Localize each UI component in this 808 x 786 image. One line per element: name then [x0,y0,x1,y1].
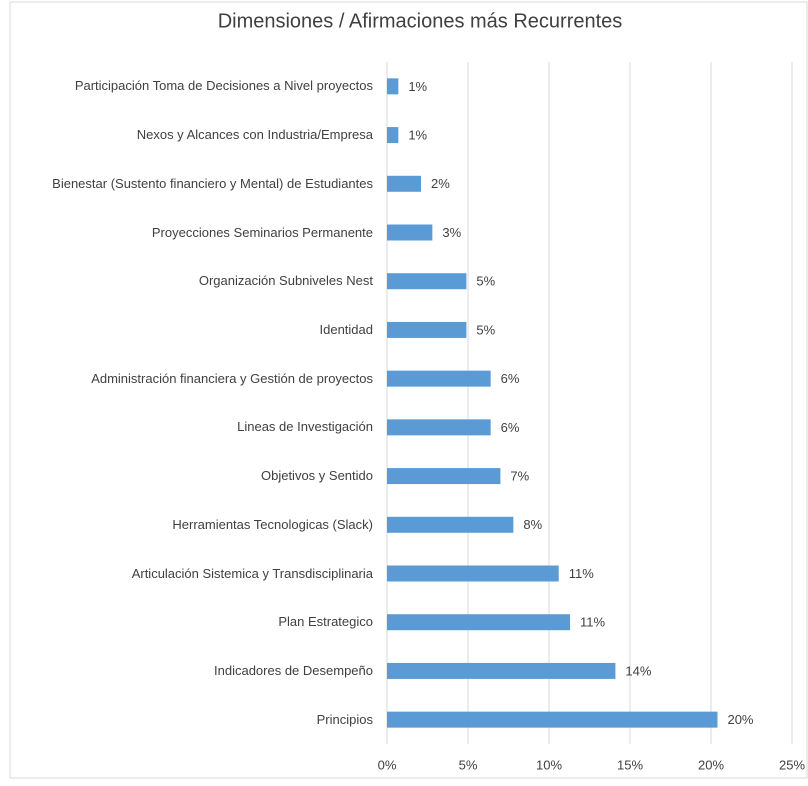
bar [387,370,491,387]
bar [387,175,422,192]
data-label: 6% [501,420,520,435]
y-tick-label: Plan Estrategico [278,614,373,630]
data-label: 5% [476,322,495,337]
data-label: 1% [408,79,427,94]
chart-border [9,1,808,779]
x-tick-label: 5% [459,757,478,772]
data-label: 3% [442,225,461,240]
data-label: 20% [727,712,753,727]
data-label: 5% [476,274,495,289]
bar [387,711,718,728]
x-tick-label: 0% [378,757,397,772]
bar [387,614,571,631]
y-tick-label: Organización Subniveles Nest [198,273,373,289]
data-label: 14% [625,663,651,678]
data-label: 11% [580,615,605,630]
x-tick-label: 25% [779,757,805,772]
bar [387,516,514,533]
y-tick-label: Administración financiera y Gestión de p… [91,370,373,386]
y-tick-label: Proyecciones Seminarios Permanente [151,224,373,240]
bar [387,321,467,338]
data-label: 11% [569,566,594,581]
chart-title: Dimensiones / Afirmaciones más Recurrent… [218,10,623,32]
y-tick-label: Articulación Sistemica y Transdisciplina… [131,565,373,581]
bar [387,273,467,290]
y-tick-label: Lineas de Investigación [237,419,373,435]
y-tick-label: Participación Toma de Decisiones a Nivel… [74,78,373,94]
bar [387,565,559,582]
data-label: 6% [501,371,520,386]
data-label: 1% [408,128,427,143]
data-label: 7% [510,469,529,484]
bar [387,662,616,679]
y-tick-label: Objetivos y Sentido [260,468,373,484]
bar [387,468,501,485]
y-tick-label: Herramientas Tecnologicas (Slack) [172,516,373,532]
y-tick-label: Bienestar (Sustento financiero y Mental)… [52,175,373,191]
x-tick-label: 10% [536,757,562,772]
y-tick-label: Principios [316,711,373,727]
bar [387,127,399,144]
bar [387,78,399,95]
bar [387,419,491,436]
bar [387,224,433,241]
y-tick-label: Identidad [319,321,374,337]
y-tick-label: Nexos y Alcances con Industria/Empresa [136,127,373,143]
data-label: 8% [523,517,542,532]
x-tick-label: 20% [698,757,724,772]
y-tick-label: Indicadores de Desempeño [214,662,373,678]
data-label: 2% [431,176,450,191]
x-tick-label: 15% [617,757,643,772]
